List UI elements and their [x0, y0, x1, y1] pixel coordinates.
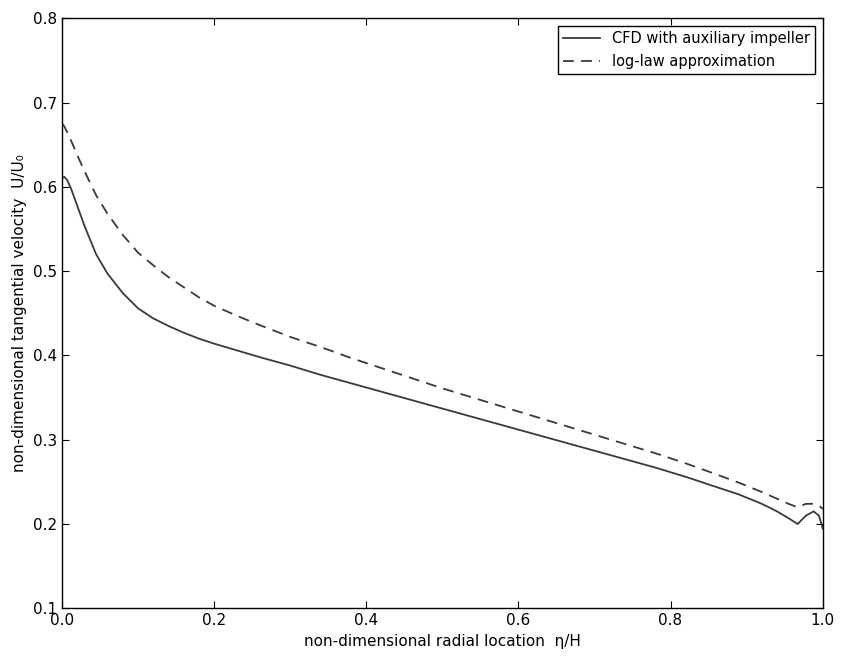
log-law approximation — [498, 403, 508, 411]
CFD with auxiliary impeller — [498, 422, 508, 430]
CFD with auxiliary impeller — [346, 379, 356, 387]
Line: log-law approximation: log-law approximation — [62, 124, 822, 509]
CFD with auxiliary impeller — [772, 508, 782, 516]
CFD with auxiliary impeller — [376, 388, 386, 396]
log-law approximation — [91, 191, 101, 199]
log-law approximation — [529, 412, 539, 420]
log-law approximation — [468, 394, 478, 402]
CFD with auxiliary impeller — [133, 304, 143, 312]
CFD with auxiliary impeller — [209, 340, 219, 348]
CFD with auxiliary impeller — [681, 473, 691, 481]
log-law approximation — [772, 495, 782, 503]
log-law approximation — [59, 122, 69, 130]
log-law approximation — [102, 210, 113, 217]
log-law approximation — [62, 128, 72, 136]
CFD with auxiliary impeller — [80, 223, 90, 231]
CFD with auxiliary impeller — [814, 512, 824, 520]
CFD with auxiliary impeller — [285, 362, 296, 369]
log-law approximation — [163, 273, 174, 281]
log-law approximation — [650, 449, 661, 457]
log-law approximation — [80, 168, 90, 176]
log-law approximation — [57, 120, 67, 128]
CFD with auxiliary impeller — [650, 463, 661, 471]
CFD with auxiliary impeller — [559, 438, 569, 446]
log-law approximation — [285, 333, 296, 341]
CFD with auxiliary impeller — [529, 430, 539, 438]
log-law approximation — [407, 374, 417, 382]
log-law approximation — [814, 502, 824, 510]
CFD with auxiliary impeller — [407, 396, 417, 404]
CFD with auxiliary impeller — [315, 371, 325, 379]
log-law approximation — [72, 151, 82, 159]
log-law approximation — [194, 293, 204, 301]
CFD with auxiliary impeller — [59, 173, 69, 180]
CFD with auxiliary impeller — [57, 175, 67, 182]
CFD with auxiliary impeller — [734, 490, 745, 498]
CFD with auxiliary impeller — [179, 329, 189, 336]
CFD with auxiliary impeller — [801, 512, 811, 520]
log-law approximation — [559, 422, 569, 430]
log-law approximation — [133, 249, 143, 256]
CFD with auxiliary impeller — [72, 202, 82, 210]
CFD with auxiliary impeller — [468, 413, 478, 421]
Legend: CFD with auxiliary impeller, log-law approximation: CFD with auxiliary impeller, log-law app… — [557, 26, 816, 75]
CFD with auxiliary impeller — [711, 483, 722, 491]
log-law approximation — [711, 471, 722, 479]
CFD with auxiliary impeller — [809, 508, 819, 516]
CFD with auxiliary impeller — [756, 500, 767, 508]
log-law approximation — [118, 231, 128, 239]
log-law approximation — [209, 301, 219, 309]
log-law approximation — [66, 137, 76, 145]
log-law approximation — [793, 503, 803, 511]
log-law approximation — [346, 354, 356, 362]
log-law approximation — [255, 321, 265, 329]
log-law approximation — [148, 261, 158, 269]
CFD with auxiliary impeller — [793, 520, 803, 528]
CFD with auxiliary impeller — [590, 447, 600, 455]
CFD with auxiliary impeller — [91, 251, 101, 258]
CFD with auxiliary impeller — [194, 334, 204, 342]
log-law approximation — [179, 283, 189, 291]
CFD with auxiliary impeller — [163, 322, 174, 330]
log-law approximation — [817, 505, 828, 513]
log-law approximation — [232, 312, 242, 320]
log-law approximation — [756, 488, 767, 496]
log-law approximation — [783, 500, 794, 508]
log-law approximation — [376, 364, 386, 372]
log-law approximation — [681, 459, 691, 467]
log-law approximation — [809, 500, 819, 508]
CFD with auxiliary impeller — [255, 353, 265, 361]
CFD with auxiliary impeller — [118, 289, 128, 297]
log-law approximation — [734, 479, 745, 486]
CFD with auxiliary impeller — [148, 315, 158, 323]
CFD with auxiliary impeller — [66, 184, 76, 192]
Line: CFD with auxiliary impeller: CFD with auxiliary impeller — [62, 176, 822, 528]
CFD with auxiliary impeller — [102, 270, 113, 278]
CFD with auxiliary impeller — [620, 455, 630, 463]
CFD with auxiliary impeller — [817, 524, 828, 532]
CFD with auxiliary impeller — [232, 346, 242, 354]
CFD with auxiliary impeller — [783, 514, 794, 522]
CFD with auxiliary impeller — [62, 176, 72, 184]
X-axis label: non-dimensional radial location  η/H: non-dimensional radial location η/H — [304, 634, 581, 649]
Y-axis label: non-dimensional tangential velocity  U/U₀: non-dimensional tangential velocity U/U₀ — [12, 155, 27, 472]
log-law approximation — [620, 440, 630, 448]
CFD with auxiliary impeller — [437, 405, 447, 412]
log-law approximation — [590, 431, 600, 439]
log-law approximation — [801, 500, 811, 508]
log-law approximation — [437, 384, 447, 392]
log-law approximation — [315, 343, 325, 351]
